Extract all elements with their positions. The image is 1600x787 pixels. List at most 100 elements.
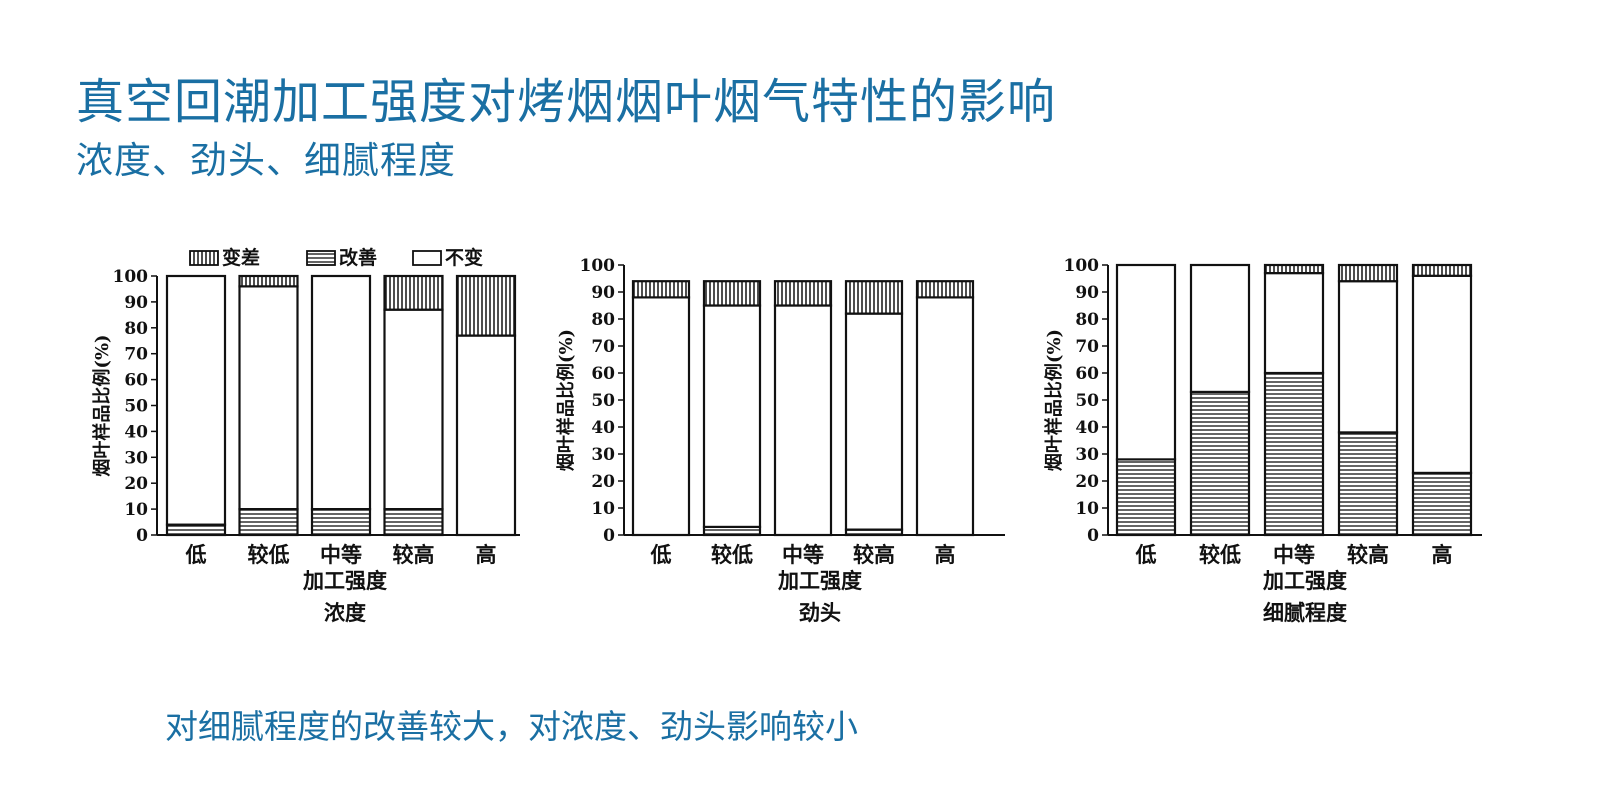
y-tick-label: 20	[1075, 472, 1099, 492]
y-tick-label: 40	[1075, 418, 1099, 438]
conclusion-text: 对细腻程度的改善较大，对浓度、劲头影响较小	[165, 707, 858, 746]
y-tick-label: 60	[591, 364, 615, 384]
chart-legend: 变差 改善 不变	[189, 246, 483, 269]
y-tick-label: 20	[124, 474, 148, 494]
y-tick-label: 30	[1075, 445, 1099, 465]
chart-smoothness: 0 10 20 30 40 50 60 70 80 90 100 烟叶样品比例(%) 低 较低 中等 较高 高加…	[1043, 256, 1482, 625]
bar-segment-unchanged	[1411, 274, 1473, 474]
bar-segment-worse	[1337, 263, 1399, 283]
x-axis-title: 加工强度	[777, 568, 862, 593]
bar-segment-worse	[455, 274, 517, 337]
bar-segment-worse	[383, 274, 444, 311]
y-tick-label: 60	[1075, 364, 1099, 384]
y-tick-label: 40	[124, 422, 148, 442]
chart-group: 0 10 20 30 40 50 60 70 80 90 100 烟叶样品比例(%) 低 较低 中等 较高 高加…	[1043, 256, 1482, 625]
bar-segment-improve	[1337, 431, 1399, 537]
x-tick-label: 中等	[782, 542, 824, 567]
y-tick-label: 100	[580, 256, 616, 276]
bar-segment-unchanged	[238, 285, 299, 511]
chart-group: 0 10 20 30 40 50 60 70 80 90 100 烟叶样品比例(%) 低 较低 中等 较高 高加…	[91, 246, 520, 625]
y-tick-label: 10	[124, 500, 148, 520]
x-tick-label: 较低	[248, 542, 290, 567]
bar-segment-unchanged	[1115, 263, 1177, 461]
legend-label: 不变	[445, 246, 483, 269]
x-tick-label: 较高	[853, 542, 895, 567]
y-axis-title: 烟叶样品比例(%)	[91, 334, 113, 476]
bar-segment-worse	[631, 280, 691, 299]
x-tick-label: 较高	[1347, 542, 1389, 567]
x-tick-label: 较低	[711, 542, 753, 567]
x-tick-label: 低	[1135, 542, 1157, 567]
x-tick-label: 较低	[1199, 542, 1241, 567]
bar-segment-unchanged	[310, 274, 372, 511]
bar-segment-worse	[1411, 263, 1473, 277]
y-tick-label: 10	[591, 499, 615, 519]
y-tick-label: 20	[591, 472, 615, 492]
y-tick-label: 70	[591, 337, 615, 357]
y-tick-label: 30	[124, 448, 148, 468]
legend-swatch	[189, 250, 219, 266]
bar-segment-improve	[1189, 390, 1251, 537]
x-tick-label: 低	[185, 542, 207, 567]
bar-segment-unchanged	[915, 296, 975, 537]
chart-title: 劲头	[799, 600, 841, 625]
bar-segment-worse	[702, 280, 762, 307]
y-tick-label: 70	[124, 345, 148, 365]
x-tick-label: 高	[476, 542, 497, 567]
legend-label: 改善	[339, 246, 377, 269]
y-tick-label: 50	[1075, 391, 1099, 411]
bar-segment-unchanged	[631, 296, 691, 537]
bar-segment-improve	[1115, 458, 1177, 537]
bar-segment-unchanged	[455, 334, 517, 537]
chart-title: 细腻程度	[1263, 600, 1347, 625]
legend-label: 变差	[222, 246, 260, 269]
y-tick-label: 90	[1075, 283, 1099, 303]
y-tick-label: 60	[124, 371, 148, 391]
y-tick-label: 0	[136, 526, 148, 546]
y-tick-label: 80	[1075, 310, 1099, 330]
bar-segment-unchanged	[1189, 263, 1251, 394]
x-tick-label: 较高	[393, 542, 435, 567]
bar-segment-improve	[383, 508, 444, 537]
y-tick-label: 30	[591, 445, 615, 465]
y-tick-label: 100	[113, 267, 149, 287]
y-tick-label: 70	[1075, 337, 1099, 357]
y-tick-label: 10	[1075, 499, 1099, 519]
x-tick-label: 中等	[1273, 542, 1315, 567]
y-axis-title: 烟叶样品比例(%)	[555, 329, 577, 471]
bar-segment-worse	[238, 274, 299, 288]
y-tick-label: 90	[591, 283, 615, 303]
x-axis-title: 加工强度	[1262, 568, 1347, 593]
bar-segment-unchanged	[1263, 272, 1325, 375]
chart-title: 浓度	[324, 600, 366, 625]
bar-segment-unchanged	[773, 304, 833, 537]
bar-segment-improve	[1263, 371, 1325, 537]
bar-segment-unchanged	[1337, 280, 1399, 434]
bar-segment-worse	[773, 280, 833, 307]
chart-group: 0 10 20 30 40 50 60 70 80 90 100 烟叶样品比例(%) 低 较低 中等 较高 高加…	[555, 256, 1005, 625]
y-tick-label: 100	[1064, 256, 1100, 276]
bar-segment-improve	[1411, 471, 1473, 537]
bar-segment-worse	[844, 280, 904, 315]
bar-segment-worse	[915, 280, 975, 299]
y-tick-label: 50	[124, 397, 148, 417]
x-tick-label: 高	[1432, 542, 1453, 567]
y-tick-label: 0	[603, 526, 615, 546]
chart-concentration: 0 10 20 30 40 50 60 70 80 90 100 烟叶样品比例(%) 低 较低 中等 较高 高加…	[91, 246, 520, 625]
x-tick-label: 中等	[320, 542, 362, 567]
y-tick-label: 40	[591, 418, 615, 438]
slide-title: 真空回潮加工强度对烤烟烟叶烟气特性的影响	[76, 74, 1057, 130]
y-tick-label: 50	[591, 391, 615, 411]
bar-segment-unchanged	[844, 312, 904, 531]
x-tick-label: 低	[650, 542, 672, 567]
legend-swatch	[412, 250, 442, 266]
bar-segment-unchanged	[383, 308, 444, 511]
y-axis-title: 烟叶样品比例(%)	[1043, 329, 1065, 471]
y-tick-label: 80	[591, 310, 615, 330]
x-tick-label: 高	[935, 542, 956, 567]
y-tick-label: 90	[124, 293, 148, 313]
bar-segment-unchanged	[165, 274, 227, 526]
slide-subtitle: 浓度、劲头、细腻程度	[76, 139, 456, 182]
y-tick-label: 80	[124, 319, 148, 339]
legend-swatch	[306, 250, 336, 266]
